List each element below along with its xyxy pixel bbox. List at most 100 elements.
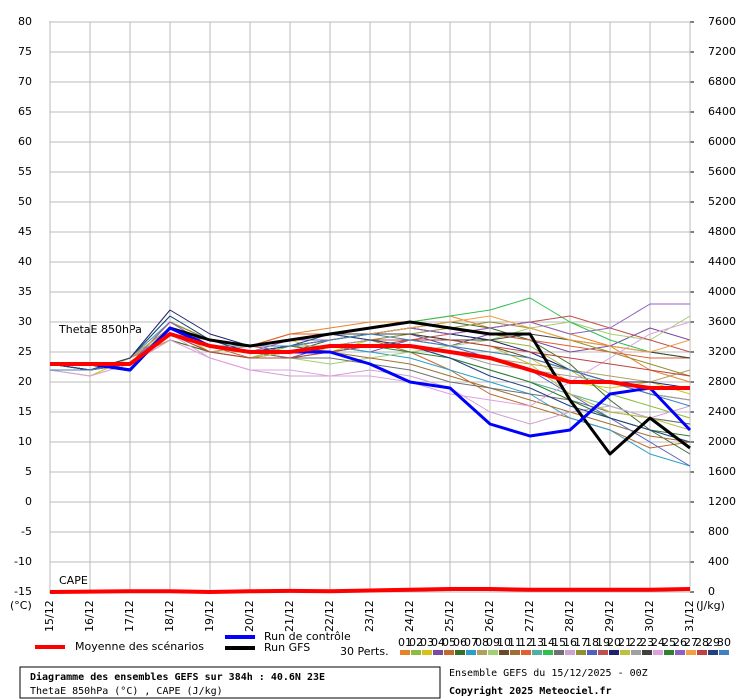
- y-tick-label: 55: [18, 165, 32, 178]
- series-line: [49, 315, 691, 443]
- legend-label: 19: [596, 636, 610, 649]
- y-tick-label: -5: [21, 525, 32, 538]
- info-run: Ensemble GEFS du 15/12/2025 - 00Z: [449, 668, 648, 679]
- x-tick-label: 22/12: [323, 600, 336, 632]
- legend-label: 26: [673, 636, 687, 649]
- legend-label: 15: [552, 636, 566, 649]
- series-line: [49, 587, 691, 594]
- legend-label: Run GFS: [264, 641, 310, 654]
- y2-tick-label: 3200: [708, 345, 736, 358]
- y-tick-label: 60: [18, 135, 32, 148]
- legend-swatch: [532, 650, 542, 655]
- y-tick-label: 15: [18, 405, 32, 418]
- y-tick-label: 35: [18, 285, 32, 298]
- legend-label: 28: [695, 636, 709, 649]
- y-tick-label: 50: [18, 195, 32, 208]
- y2-tick-label: 7200: [708, 45, 736, 58]
- info-title: Diagramme des ensembles GEFS sur 384h : …: [30, 671, 325, 683]
- legend-label: 17: [574, 636, 588, 649]
- legend-label: 14: [541, 636, 555, 649]
- legend-label: 30: [717, 636, 731, 649]
- y2-tick-label: 4800: [708, 225, 736, 238]
- legend-swatch: [400, 650, 410, 655]
- legend-label: 04: [431, 636, 445, 649]
- legend-swatch: [521, 650, 531, 655]
- legend-swatch: [499, 650, 509, 655]
- x-tick-label: 23/12: [363, 600, 376, 632]
- y2-tick-label: 5600: [708, 165, 736, 178]
- legend-swatch: [488, 650, 498, 655]
- y-tick-label: 10: [18, 435, 32, 448]
- x-tick-label: 16/12: [83, 600, 96, 632]
- legend-swatch: [433, 650, 443, 655]
- y2-tick-label: 2800: [708, 375, 736, 388]
- legend-label: 20: [607, 636, 621, 649]
- legend-label: 21: [618, 636, 632, 649]
- legend-label: 27: [684, 636, 698, 649]
- y2-tick-label: 4000: [708, 285, 736, 298]
- x-tick-label: 24/12: [403, 600, 416, 632]
- y-tick-label: 80: [18, 15, 32, 28]
- y-tick-label: -10: [14, 555, 32, 568]
- legend-swatch: [642, 650, 652, 655]
- y-tick-label: 65: [18, 105, 32, 118]
- x-tick-label: 17/12: [123, 600, 136, 632]
- y2-axis-label: (J/kg): [696, 599, 725, 612]
- y2-tick-label: 6400: [708, 105, 736, 118]
- legend-label: 07: [464, 636, 478, 649]
- legend-swatch: [664, 650, 674, 655]
- legend-swatch: [466, 650, 476, 655]
- series-line: [50, 332, 690, 390]
- y2-tick-label: 2000: [708, 435, 736, 448]
- x-tick-label: 21/12: [283, 600, 296, 632]
- legend-swatch: [708, 650, 718, 655]
- legend-swatch: [543, 650, 553, 655]
- legend-label: 18: [585, 636, 599, 649]
- y2-tick-label: 4400: [708, 255, 736, 268]
- legend-label: Moyenne des scénarios: [75, 640, 204, 653]
- y-tick-label: -15: [14, 585, 32, 598]
- legend-label: 22: [629, 636, 643, 649]
- x-tick-label: 27/12: [523, 600, 536, 632]
- legend-swatch: [620, 650, 630, 655]
- x-tick-label: 29/12: [603, 600, 616, 632]
- legend-swatch: [719, 650, 729, 655]
- annotation: ThetaE 850hPa: [58, 323, 142, 336]
- annotation: CAPE: [59, 574, 88, 587]
- info-copyright: Copyright 2025 Meteociel.fr: [449, 685, 612, 697]
- legend-label: 16: [563, 636, 577, 649]
- y2-tick-label: 800: [708, 525, 729, 538]
- y2-tick-label: 7600: [708, 15, 736, 28]
- legend-swatch: [455, 650, 465, 655]
- legend-label: 25: [662, 636, 676, 649]
- y-tick-label: 45: [18, 225, 32, 238]
- legend-swatch: [653, 650, 663, 655]
- legend-label: 03: [420, 636, 434, 649]
- legend-label: 11: [508, 636, 522, 649]
- legend-swatch: [587, 650, 597, 655]
- x-tick-label: 19/12: [203, 600, 216, 632]
- y-tick-label: 20: [18, 375, 32, 388]
- legend-swatch: [598, 650, 608, 655]
- legend-label: 08: [475, 636, 489, 649]
- x-tick-label: 25/12: [443, 600, 456, 632]
- x-tick-label: 26/12: [483, 600, 496, 632]
- y-tick-label: 5: [25, 465, 32, 478]
- legend-label: 24: [651, 636, 665, 649]
- x-tick-label: 30/12: [643, 600, 656, 632]
- legend-label: 29: [706, 636, 720, 649]
- y2-tick-label: 2400: [708, 405, 736, 418]
- y-tick-label: 0: [25, 495, 32, 508]
- legend-swatch: [422, 650, 432, 655]
- legend-label: 10: [497, 636, 511, 649]
- y-tick-label: 40: [18, 255, 32, 268]
- y-axis-label: (°C): [10, 599, 32, 612]
- y2-tick-label: 6800: [708, 75, 736, 88]
- y2-tick-label: 1600: [708, 465, 736, 478]
- x-tick-label: 28/12: [563, 600, 576, 632]
- x-tick-label: 15/12: [43, 600, 56, 632]
- y2-tick-label: 6000: [708, 135, 736, 148]
- legend-label: 02: [409, 636, 423, 649]
- y-tick-label: 30: [18, 315, 32, 328]
